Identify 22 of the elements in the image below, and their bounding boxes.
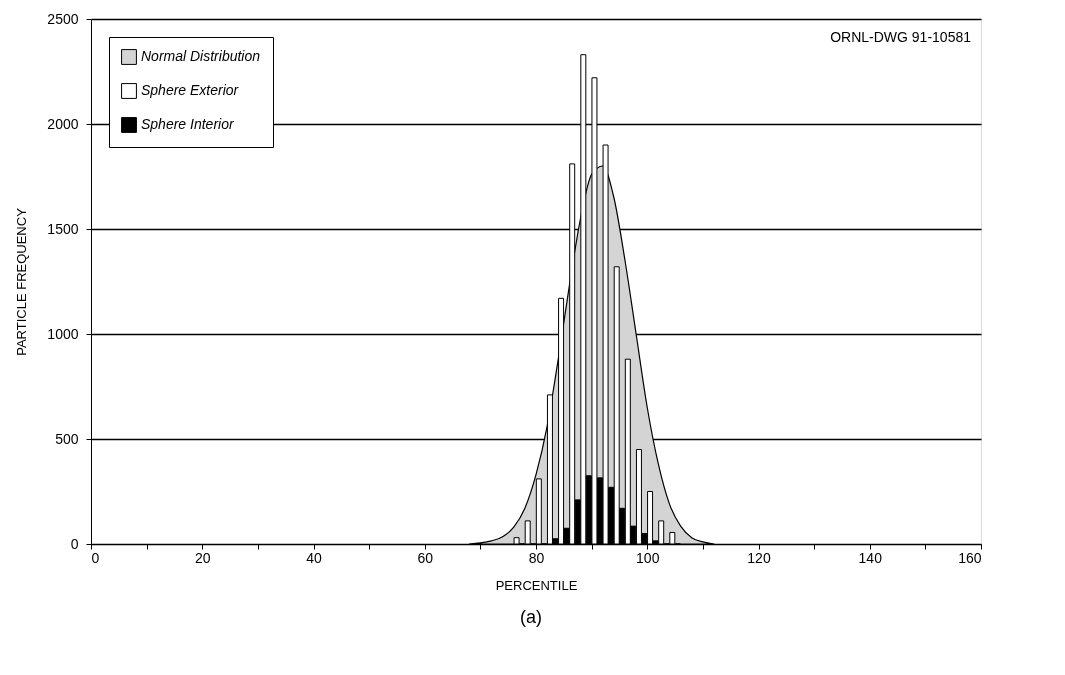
x-tick-label: 120 (747, 549, 771, 566)
y-tick-label: 2500 (47, 10, 79, 27)
x-tick-label: 20 (194, 549, 211, 566)
legend-label: Normal Distribution (141, 48, 261, 64)
legend-label: Sphere Interior (141, 116, 235, 132)
x-axis-title: PERCENTILE (495, 577, 578, 593)
y-tick-label: 1500 (47, 220, 79, 237)
y-tick-label: 1000 (47, 325, 79, 342)
y-tick-label: 2000 (47, 115, 79, 132)
x-tick-label: 60 (417, 549, 434, 566)
x-tick-label: 100 (636, 549, 660, 566)
x-tick-label: 160 (958, 549, 982, 566)
annotation: ORNL-DWG 91-10581 (830, 29, 972, 45)
y-tick-label: 500 (55, 430, 79, 447)
y-axis-title: PARTICLE FREQUENCY (14, 207, 30, 356)
text: (a) (520, 607, 542, 627)
x-tick-label: 40 (306, 549, 322, 566)
x-tick-label: 80 (528, 549, 545, 566)
legend-label: Sphere Exterior (141, 82, 240, 98)
x-tick-label: 0 (91, 549, 100, 566)
x-tick-label: 140 (858, 549, 883, 566)
y-tick-label: 0 (70, 535, 79, 552)
